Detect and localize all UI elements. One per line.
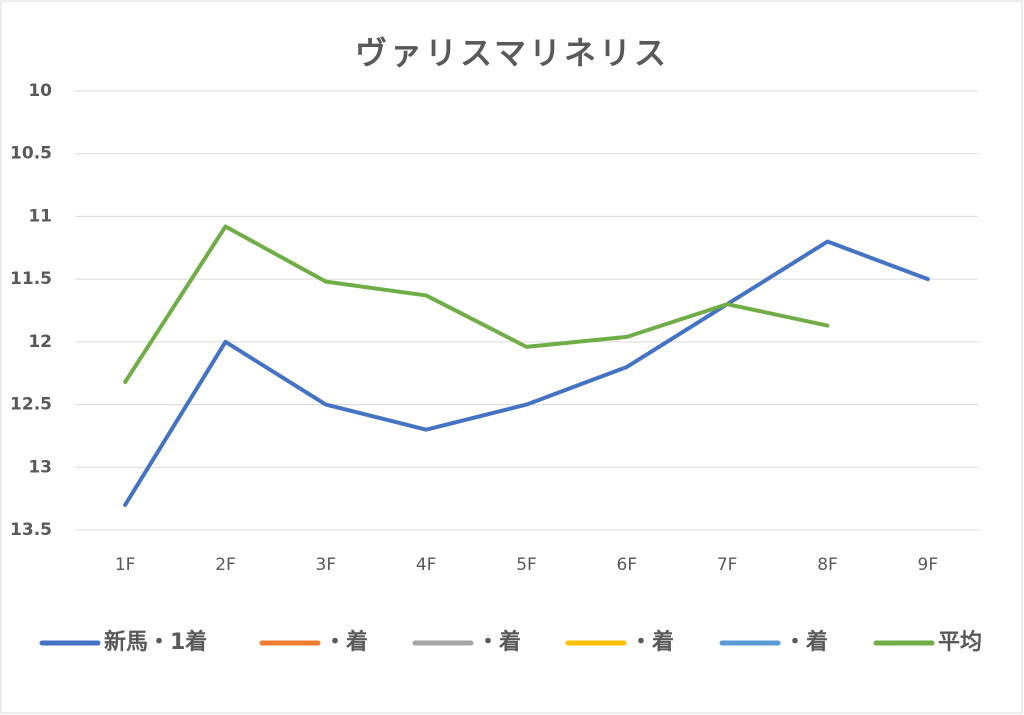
y-tick-label: 10 xyxy=(28,81,52,101)
x-tick-label: 4F xyxy=(416,555,437,575)
x-tick-label: 3F xyxy=(316,555,337,575)
y-tick-label: 11 xyxy=(28,206,52,226)
legend-label: ・着 xyxy=(477,629,521,655)
x-tick-label: 7F xyxy=(717,555,738,575)
x-tick-label: 8F xyxy=(817,555,838,575)
y-tick-label: 11.5 xyxy=(10,269,52,289)
legend-label: 平均 xyxy=(938,629,982,655)
x-tick-label: 9F xyxy=(918,555,939,575)
legend-label: ・着 xyxy=(784,629,828,655)
legend-label: ・着 xyxy=(324,629,368,655)
y-tick-label: 13.5 xyxy=(10,520,52,540)
y-tick-label: 13 xyxy=(28,457,52,477)
legend-label: ・着 xyxy=(630,629,674,655)
x-tick-label: 1F xyxy=(115,555,136,575)
x-tick-label: 6F xyxy=(617,555,638,575)
chart-title: ヴァリスマリネリス xyxy=(355,34,669,72)
x-tick-label: 2F xyxy=(215,555,236,575)
legend-label: 新馬・1着 xyxy=(104,629,207,655)
data-line xyxy=(123,224,830,384)
y-tick-label: 12 xyxy=(28,332,52,352)
y-tick-label: 12.5 xyxy=(10,395,52,415)
y-tick-label: 10.5 xyxy=(10,144,52,164)
data-line xyxy=(123,239,930,507)
x-tick-label: 5F xyxy=(516,555,537,575)
